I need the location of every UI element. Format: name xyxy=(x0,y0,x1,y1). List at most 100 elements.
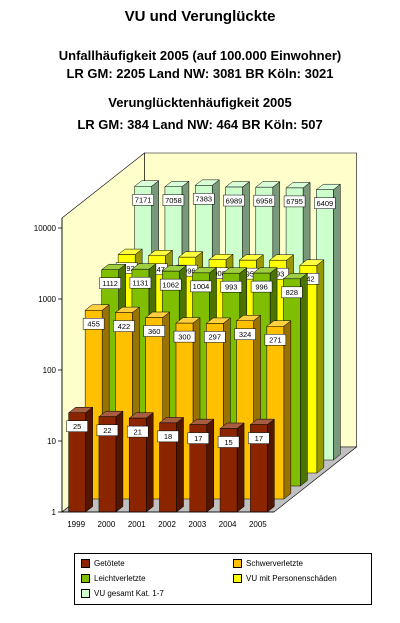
data-label: 1112 xyxy=(102,279,118,288)
y-tick-label: 1 xyxy=(52,508,57,517)
data-label: 21 xyxy=(134,427,142,436)
data-label-box xyxy=(190,280,212,293)
data-label: 17 xyxy=(255,434,263,443)
chart-title: VU und Verunglückte xyxy=(124,8,276,25)
data-label: 6958 xyxy=(256,196,273,205)
data-label-box xyxy=(129,276,152,289)
data-label: 300 xyxy=(178,332,191,341)
data-label-box xyxy=(192,193,215,205)
data-label: 25 xyxy=(73,422,81,431)
data-label: 455 xyxy=(87,320,100,329)
data-label-box xyxy=(220,280,243,293)
data-label-box xyxy=(204,331,226,343)
data-label: 297 xyxy=(209,333,222,342)
data-label: 6409 xyxy=(317,199,334,208)
data-label: 15 xyxy=(224,438,232,447)
x-tick-label: 2002 xyxy=(158,520,176,529)
data-label-box xyxy=(264,334,287,346)
x-tick-label: 1999 xyxy=(67,520,85,529)
data-label-box xyxy=(234,328,256,341)
data-label-box xyxy=(96,424,119,436)
data-label: 18 xyxy=(164,432,172,441)
data-label: 1062 xyxy=(162,280,179,289)
data-label: 7383 xyxy=(195,195,212,204)
data-label-box xyxy=(143,325,165,337)
legend-label: Schwerverletzte xyxy=(246,559,303,568)
y-tick-label: 100 xyxy=(43,366,57,375)
data-label-box xyxy=(173,330,196,343)
data-label: 7058 xyxy=(165,196,182,205)
data-label-box xyxy=(99,277,121,289)
legend-label: Leichtverletzte xyxy=(94,574,146,583)
data-label-box xyxy=(126,425,149,438)
subtitle-casualty-rate: Verunglücktenhäufigkeit 2005 xyxy=(108,95,292,110)
data-label: 271 xyxy=(269,336,282,345)
legend: Getötete Schwerverletzte Leichtverletzte VU… xyxy=(74,553,372,605)
data-label: 6795 xyxy=(286,197,303,206)
legend-swatch xyxy=(233,559,242,568)
data-label: 6989 xyxy=(226,196,243,205)
data-label-box xyxy=(162,194,185,206)
data-label: 1131 xyxy=(132,279,148,288)
subtitle-accident-rate-values: LR GM: 2205 Land NW: 3081 BR Köln: 3021 xyxy=(66,66,334,81)
data-label: 1008 xyxy=(209,269,226,278)
data-label: 1004 xyxy=(193,282,210,291)
data-label-box xyxy=(223,194,245,207)
bar-get-tete-2004: 15 xyxy=(217,422,245,513)
data-label: 7171 xyxy=(135,196,152,205)
legend-item: VU gesamt Kat. 1-7 xyxy=(81,589,164,598)
legend-swatch xyxy=(81,589,90,598)
data-label-box xyxy=(314,197,336,209)
data-label: 324 xyxy=(239,330,252,339)
bar-get-tete-2005: 17 xyxy=(248,418,276,513)
legend-swatch xyxy=(81,574,90,583)
data-label: 360 xyxy=(148,327,161,336)
data-label: 17 xyxy=(194,434,202,443)
legend-label: VU gesamt Kat. 1-7 xyxy=(94,589,164,598)
data-label-box xyxy=(82,318,105,330)
y-tick-label: 10000 xyxy=(34,224,57,233)
data-label-box xyxy=(187,432,210,444)
x-tick-label: 2004 xyxy=(219,520,237,529)
legend-item: Getötete xyxy=(81,559,125,568)
data-label: 22 xyxy=(103,426,111,435)
data-label-box xyxy=(66,420,88,432)
legend-item: VU mit Personenschäden xyxy=(233,574,337,583)
x-tick-label: 2000 xyxy=(98,520,116,529)
bar-get-tete-2002: 18 xyxy=(157,416,185,513)
data-label: 995 xyxy=(242,269,255,278)
data-label: 828 xyxy=(286,288,299,297)
data-label: 1147 xyxy=(149,265,165,274)
data-label-box xyxy=(217,436,240,448)
data-label-box xyxy=(250,280,273,293)
y-tick-label: 10 xyxy=(47,437,56,446)
data-label-box xyxy=(113,320,135,332)
legend-label: Getötete xyxy=(94,559,125,568)
data-label: 842 xyxy=(302,275,315,284)
bar-get-tete-2003: 17 xyxy=(187,418,215,513)
data-label-box xyxy=(253,194,276,207)
subtitle-accident-rate: Unfallhäufigkeit 2005 (auf 100.000 Einwo… xyxy=(58,48,342,63)
legend-item: Schwerverletzte xyxy=(233,559,303,568)
data-label-box xyxy=(132,194,154,206)
y-tick-label: 1000 xyxy=(38,295,56,304)
legend-swatch xyxy=(233,574,242,583)
legend-swatch xyxy=(81,559,90,568)
x-tick-label: 2001 xyxy=(128,520,146,529)
legend-label: VU mit Personenschäden xyxy=(246,574,337,583)
data-label: 993 xyxy=(225,283,238,292)
data-label-box xyxy=(281,286,303,299)
bar-get-tete-2001: 21 xyxy=(126,412,154,513)
data-label: 993 xyxy=(272,270,285,279)
data-label: 422 xyxy=(118,322,131,331)
data-label-box xyxy=(157,430,179,443)
data-label: 996 xyxy=(255,282,268,291)
data-label: 1096 xyxy=(179,266,196,275)
data-label-box xyxy=(159,278,182,291)
bar-get-tete-1999: 25 xyxy=(66,406,94,513)
data-label-box xyxy=(248,432,270,444)
legend-item: Leichtverletzte xyxy=(81,574,146,583)
x-tick-label: 2005 xyxy=(249,520,267,529)
data-label: 1192 xyxy=(119,264,135,273)
